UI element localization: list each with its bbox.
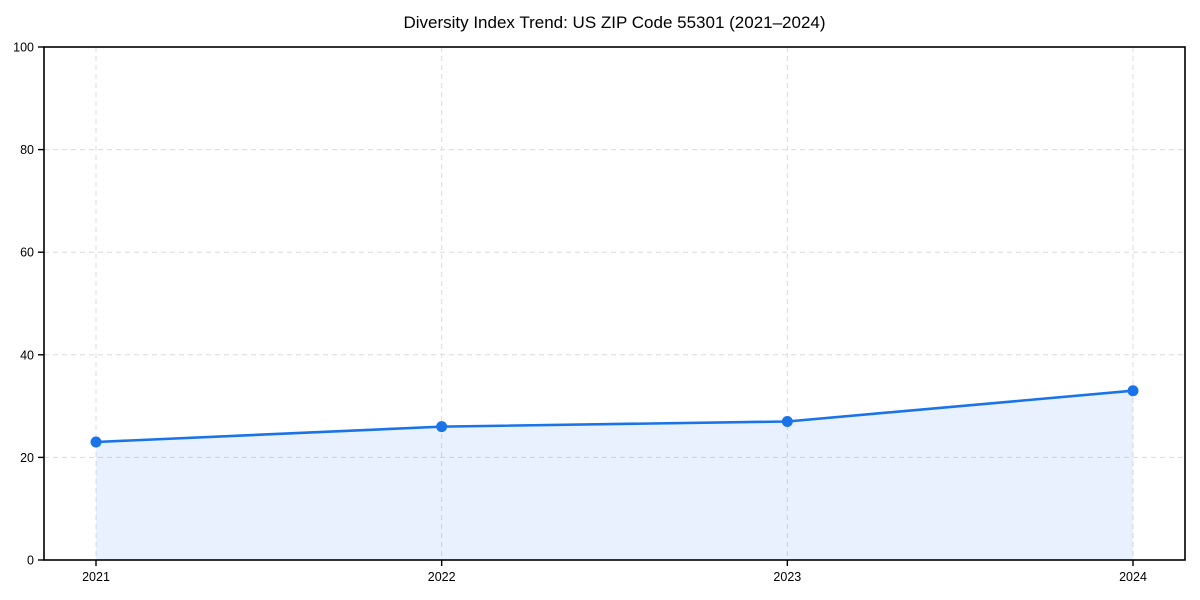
x-tick-label: 2024 bbox=[1119, 570, 1147, 584]
x-tick-label: 2022 bbox=[428, 570, 456, 584]
y-tick-label: 80 bbox=[20, 143, 34, 157]
y-tick-label: 60 bbox=[20, 246, 34, 260]
x-tick-label: 2021 bbox=[82, 570, 110, 584]
y-tick-label: 0 bbox=[27, 554, 34, 568]
data-point bbox=[90, 436, 102, 448]
y-tick-label: 100 bbox=[13, 41, 34, 55]
data-point bbox=[436, 421, 448, 433]
data-point bbox=[781, 415, 793, 427]
x-tick-label: 2023 bbox=[773, 570, 801, 584]
trend-line bbox=[94, 389, 1135, 444]
area-fill bbox=[96, 390, 1133, 560]
plot-border bbox=[43, 46, 1186, 561]
chart-title: Diversity Index Trend: US ZIP Code 55301… bbox=[403, 13, 826, 32]
data-point bbox=[1127, 385, 1139, 397]
y-tick-label: 20 bbox=[20, 451, 34, 465]
y-tick-label: 40 bbox=[20, 348, 34, 362]
